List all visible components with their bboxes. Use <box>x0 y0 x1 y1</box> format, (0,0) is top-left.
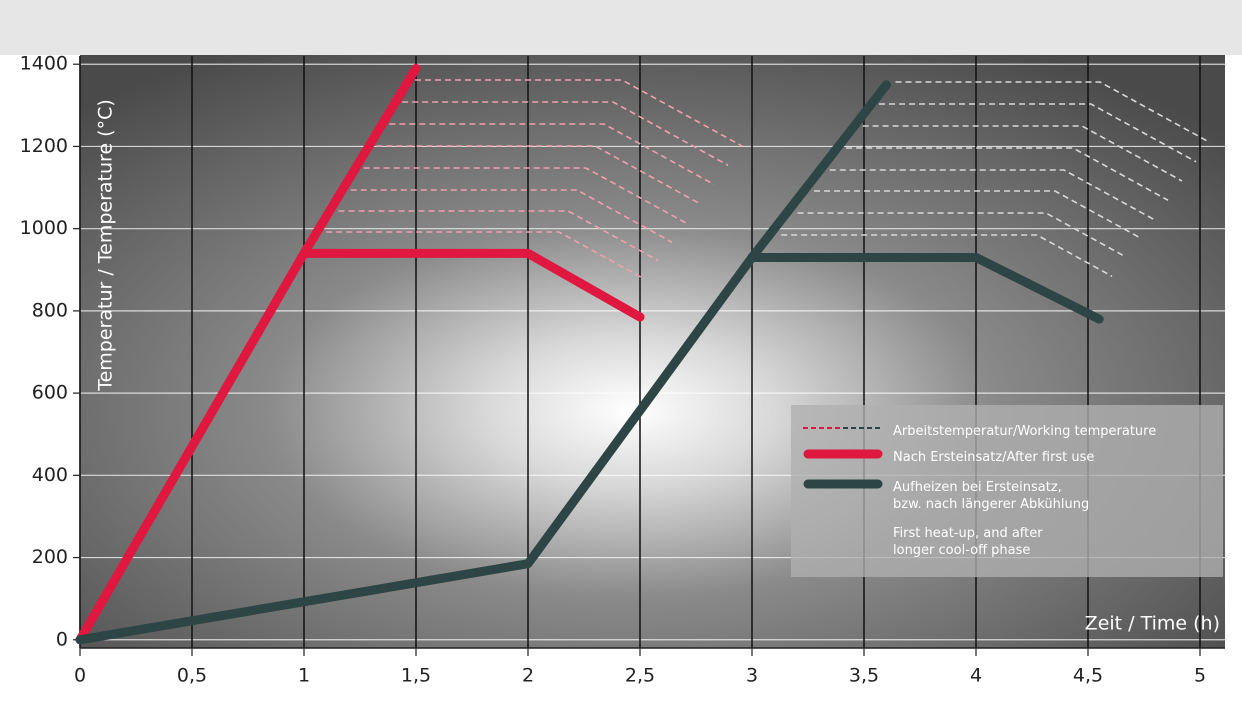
y-tick-label: 400 <box>32 464 68 486</box>
legend-item: Arbeitstemperatur/Working temperature <box>803 423 1213 440</box>
legend-item: Nach Ersteinsatz/After first use <box>803 449 1213 466</box>
x-tick-label: 0,5 <box>177 665 207 687</box>
x-tick-label: 2,5 <box>625 665 655 687</box>
legend-text: Arbeitstemperatur/Working temperature <box>893 423 1213 440</box>
legend: Arbeitstemperatur/Working temperature Na… <box>791 405 1223 577</box>
y-tick-label: 800 <box>32 299 68 321</box>
y-tick-label: 0 <box>56 628 68 650</box>
x-tick-label: 5 <box>1194 665 1206 687</box>
x-tick-label: 1 <box>298 665 310 687</box>
x-tick-label: 0 <box>74 665 86 687</box>
x-tick-label: 2 <box>522 665 534 687</box>
page: {"chart_data": {"type": "line", "x_label… <box>0 0 1242 703</box>
x-axis-label: Zeit / Time (h) <box>1085 613 1220 635</box>
legend-swatch <box>803 423 883 433</box>
chart: Temperatur / Temperature (°C) Zeit / Tim… <box>0 0 1242 703</box>
x-tick-label: 4 <box>970 665 982 687</box>
legend-swatch <box>803 479 883 489</box>
x-tick-label: 1,5 <box>401 665 431 687</box>
y-tick-label: 600 <box>32 382 68 404</box>
x-tick-label: 3 <box>746 665 758 687</box>
y-tick-label: 1200 <box>20 135 68 157</box>
legend-text: Aufheizen bei Ersteinsatz, bzw. nach län… <box>893 479 1093 513</box>
x-tick-label: 3,5 <box>849 665 879 687</box>
legend-item: Aufheizen bei Ersteinsatz, bzw. nach län… <box>803 479 1093 513</box>
top-band <box>0 0 1242 55</box>
y-axis-label: Temperatur / Temperature (°C) <box>95 99 117 392</box>
legend-swatch <box>803 449 883 459</box>
y-tick-label: 1000 <box>20 217 68 239</box>
legend-text: First heat-up, and after longer cool-off… <box>893 525 1083 559</box>
y-tick-label: 200 <box>32 546 68 568</box>
x-tick-label: 4,5 <box>1073 665 1103 687</box>
legend-text: Nach Ersteinsatz/After first use <box>893 449 1213 466</box>
y-tick-label: 1400 <box>20 53 68 75</box>
